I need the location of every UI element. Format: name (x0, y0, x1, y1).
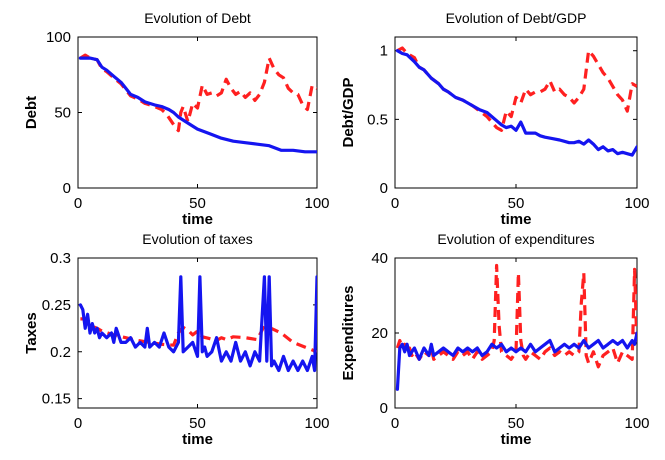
y-tick-label: 0.3 (50, 250, 71, 267)
y-tick-label: 0.25 (42, 297, 71, 314)
y-tick-label: 50 (54, 105, 71, 122)
y-tick-label: 100 (46, 29, 71, 46)
series-line-dashed (79, 53, 317, 133)
x-tick-label: 100 (304, 415, 329, 432)
series-line-solid (395, 331, 637, 391)
x-axis-label: time (501, 211, 532, 228)
y-tick-label: 20 (371, 325, 388, 342)
series-line-solid (395, 49, 637, 157)
y-axis-label: Debt/GDP (340, 77, 357, 147)
x-axis-label: time (501, 431, 532, 448)
x-axis-label: time (182, 431, 213, 448)
x-tick-label: 50 (189, 415, 206, 432)
y-tick-label: 0.15 (42, 391, 71, 408)
x-tick-label: 50 (508, 415, 525, 432)
x-tick-label: 100 (624, 415, 649, 432)
x-tick-label: 0 (74, 195, 82, 212)
y-axis-label: Taxes (23, 312, 40, 353)
y-axis-label: Debt (23, 96, 40, 129)
series-line-solid (78, 56, 317, 154)
x-tick-label: 50 (508, 195, 525, 212)
x-tick-label: 100 (624, 195, 649, 212)
y-tick-label: 0 (380, 400, 388, 417)
subplot-2: Evolution of Debt/GDP 0 50 100 0 0.5 1 time Debt… (340, 10, 650, 228)
x-tick-label: 50 (189, 195, 206, 212)
y-axis-label: Expenditures (340, 285, 357, 380)
chart-title: Evolution of expenditures (437, 231, 594, 247)
plot-frame (77, 36, 318, 189)
x-tick-label: 0 (74, 415, 82, 432)
chart-title: Evolution of Debt (144, 10, 251, 26)
y-tick-label: 0.2 (50, 344, 71, 361)
x-tick-label: 0 (391, 415, 399, 432)
y-tick-label: 0.5 (367, 111, 388, 128)
subplot-1: Evolution of Debt 0 50 100 0 50 100 time Debt (23, 10, 330, 228)
x-axis-label: time (182, 211, 213, 228)
chart-title: Evolution of taxes (142, 231, 253, 247)
y-tick-label: 1 (380, 43, 388, 60)
y-tick-label: 40 (371, 250, 388, 267)
y-tick-label: 0 (63, 180, 71, 197)
series-line-dashed (396, 46, 637, 132)
chart-title: Evolution of Debt/GDP (446, 10, 587, 26)
subplot-4: Evolution of expenditures 0 50 100 0 20 40 time… (340, 231, 650, 448)
y-tick-label: 0 (380, 180, 388, 197)
subplot-3: Evolution of taxes 0 50 100 0.15 0.2 0.25 0.3 ti… (23, 231, 330, 448)
plot-frame (394, 36, 638, 189)
series-line-solid (78, 275, 317, 373)
x-tick-label: 100 (304, 195, 329, 212)
x-tick-label: 0 (391, 195, 399, 212)
